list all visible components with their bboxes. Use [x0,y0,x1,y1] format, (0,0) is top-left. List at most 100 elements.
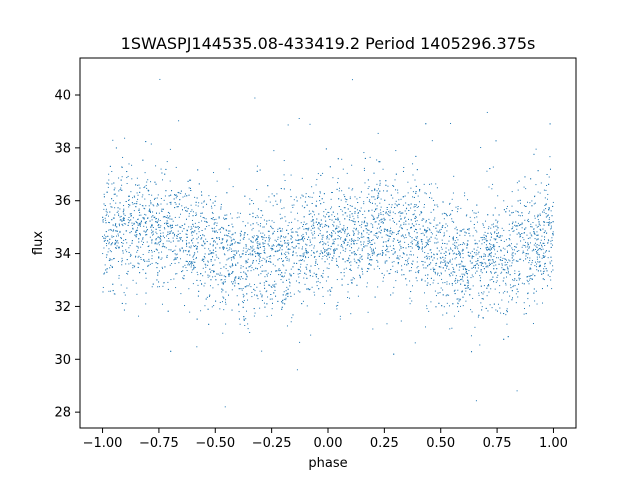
data-point [466,287,468,289]
data-point [485,307,487,309]
data-point [283,188,285,190]
data-point [200,212,202,214]
data-point [464,274,466,276]
data-point [503,240,505,242]
data-point [366,237,368,239]
data-point [278,245,280,247]
data-point [319,233,321,235]
data-point [518,274,520,276]
data-point [506,291,508,293]
data-point [116,241,118,243]
data-point [223,246,225,248]
data-point [351,79,353,81]
data-point [231,217,233,219]
data-point [305,257,307,259]
data-point [506,264,508,266]
data-point [222,289,224,291]
data-point [320,203,322,205]
data-point [221,226,223,228]
data-point [216,256,218,258]
data-point [279,227,281,229]
data-point [530,264,532,266]
data-point [244,225,246,227]
data-point [124,137,126,139]
data-point [299,291,301,293]
data-point [441,248,443,250]
data-point [108,290,110,292]
data-point [378,223,380,225]
data-point [325,243,327,245]
data-point [123,217,125,219]
data-point [306,288,308,290]
data-point [204,247,206,249]
data-point [214,230,216,232]
data-point [240,230,242,232]
data-point [425,230,427,232]
data-point [215,218,217,220]
data-point [418,248,420,250]
data-point [537,238,539,240]
data-point [491,278,493,280]
data-point [107,186,109,188]
data-point [354,254,356,256]
data-point [386,270,388,272]
data-point [109,211,111,213]
data-point [470,262,472,264]
data-point [180,190,182,192]
data-point [168,249,170,251]
data-point [374,188,376,190]
data-point [186,270,188,272]
data-point [427,241,429,243]
data-point [244,260,246,262]
data-point [542,255,544,257]
data-point [322,295,324,297]
data-point [121,242,123,244]
data-point [400,247,402,249]
data-point [227,230,229,232]
data-point [377,236,379,238]
data-point [539,264,541,266]
data-point [525,205,527,207]
data-point [376,208,378,210]
data-point [359,224,361,226]
data-point [381,236,383,238]
data-point [430,268,432,270]
data-point [479,275,481,277]
data-point [372,224,374,226]
data-point [363,246,365,248]
data-point [308,210,310,212]
data-point [405,202,407,204]
data-point [292,241,294,243]
data-point [212,244,214,246]
data-point [415,239,417,241]
data-point [317,278,319,280]
data-point [517,189,519,191]
data-point [383,190,385,192]
data-point [349,210,351,212]
data-point [236,252,238,254]
data-point [514,246,516,248]
data-point [509,265,511,267]
data-point [491,307,493,309]
data-point [334,248,336,250]
data-point [121,166,123,168]
data-point [551,215,553,217]
data-point [444,282,446,284]
data-point [435,262,437,264]
data-point [496,268,498,270]
data-point [140,258,142,260]
data-point [185,206,187,208]
data-point [527,246,529,248]
data-point [509,284,511,286]
data-point [320,219,322,221]
data-point [137,249,139,251]
data-point [529,267,531,269]
data-point [491,233,493,235]
data-point [337,301,339,303]
data-point [489,246,491,248]
data-point [273,245,275,247]
data-point [447,262,449,264]
data-point [326,236,328,238]
data-point [469,288,471,290]
data-point [477,246,479,248]
